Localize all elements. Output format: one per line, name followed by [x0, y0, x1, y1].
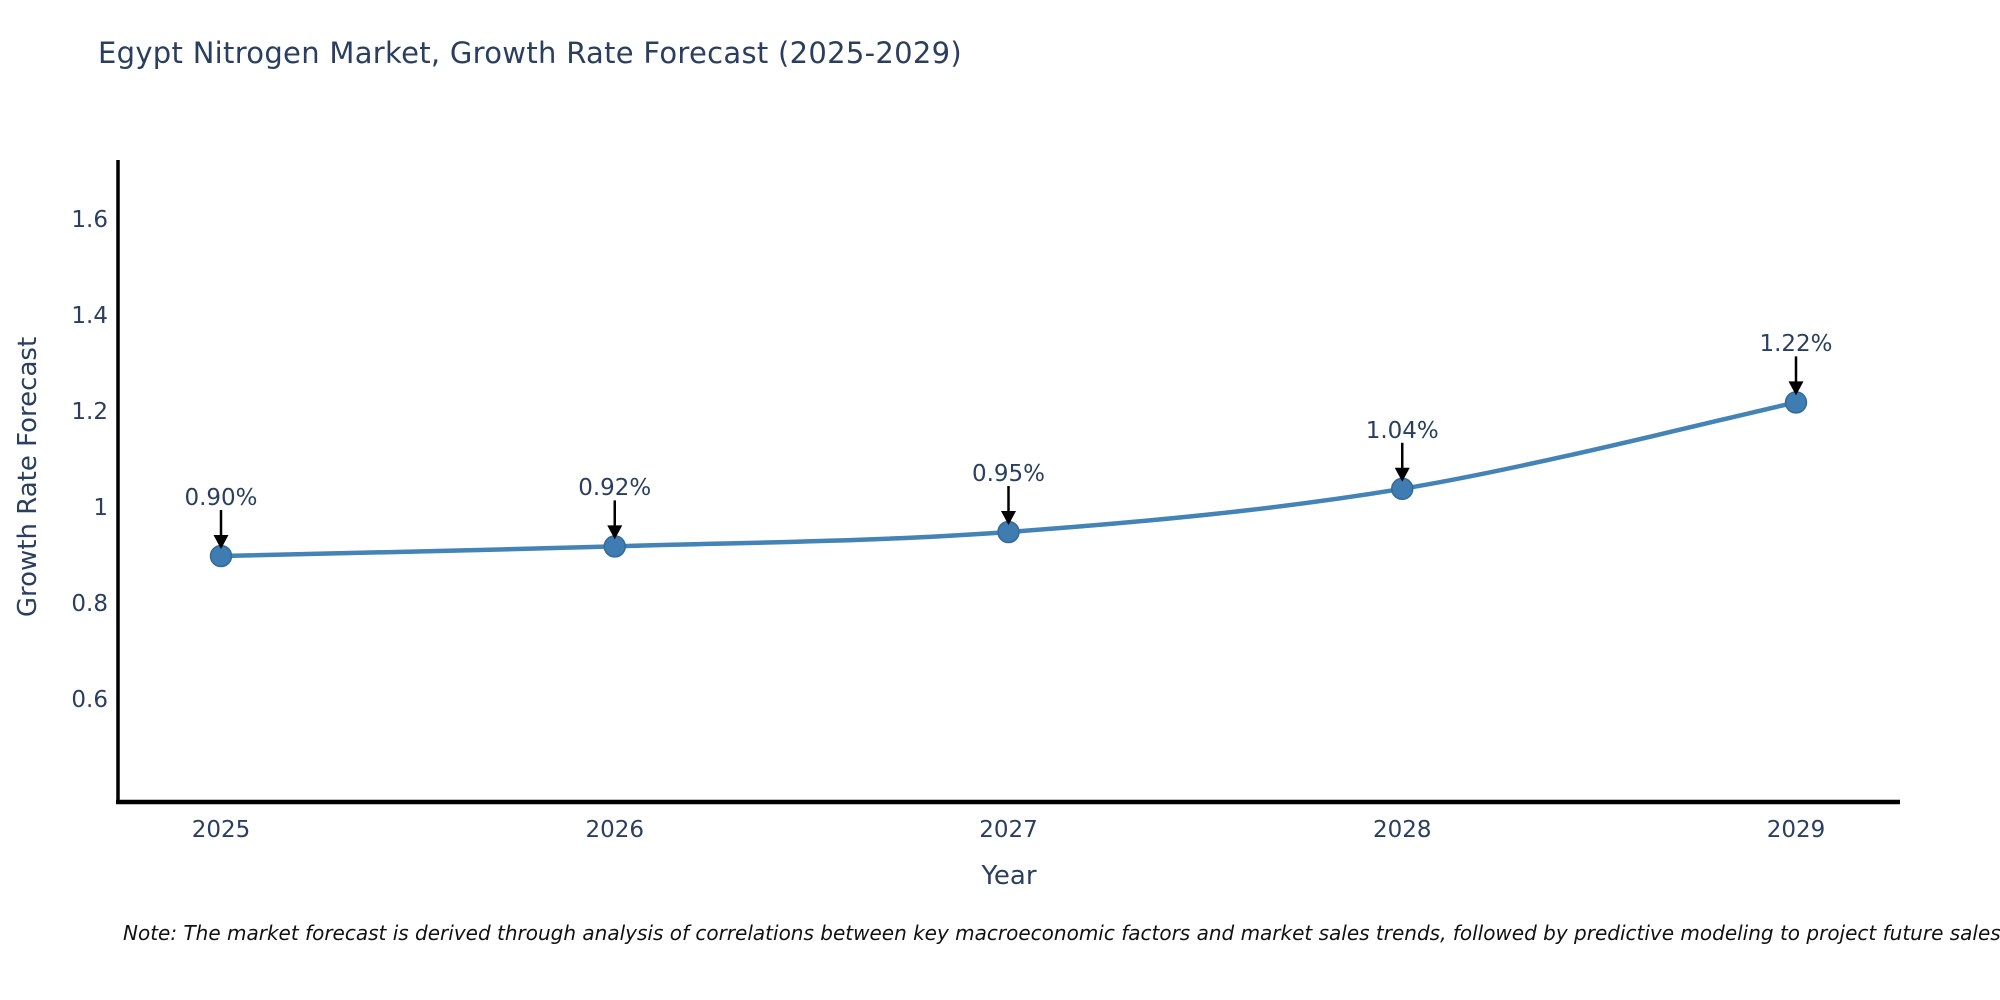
annotation-arrowhead: [607, 525, 623, 540]
y-tick-label: 0.8: [71, 591, 108, 617]
annotation-arrowhead: [1394, 467, 1410, 482]
annotation-arrowhead: [1788, 381, 1804, 396]
y-tick-label: 1.2: [71, 399, 108, 425]
data-point-label: 0.95%: [971, 461, 1046, 487]
chart-title: Egypt Nitrogen Market, Growth Rate Forec…: [98, 36, 963, 70]
x-axis-title: Year: [981, 861, 1037, 891]
y-tick-label: 1.6: [71, 207, 108, 233]
x-tick-label: 2026: [585, 817, 645, 843]
x-tick-label: 2028: [1372, 817, 1432, 843]
annotation-arrowhead: [213, 535, 229, 549]
data-point-label: 1.04%: [1365, 417, 1439, 444]
y-tick-label: 1: [93, 495, 108, 521]
data-point-label: 0.90%: [184, 485, 258, 511]
y-tick-label: 0.6: [71, 687, 108, 713]
data-point-label: 0.92%: [578, 475, 652, 502]
x-tick-label: 2029: [1766, 817, 1826, 843]
y-tick-label: 1.4: [71, 303, 108, 329]
x-tick-label: 2027: [979, 817, 1038, 843]
x-tick-label: 2025: [191, 817, 251, 843]
data-point-label: 1.22%: [1759, 331, 1833, 358]
annotation-arrowhead: [1001, 511, 1016, 525]
footnote: Note: The market forecast is derived thr…: [123, 921, 2000, 945]
